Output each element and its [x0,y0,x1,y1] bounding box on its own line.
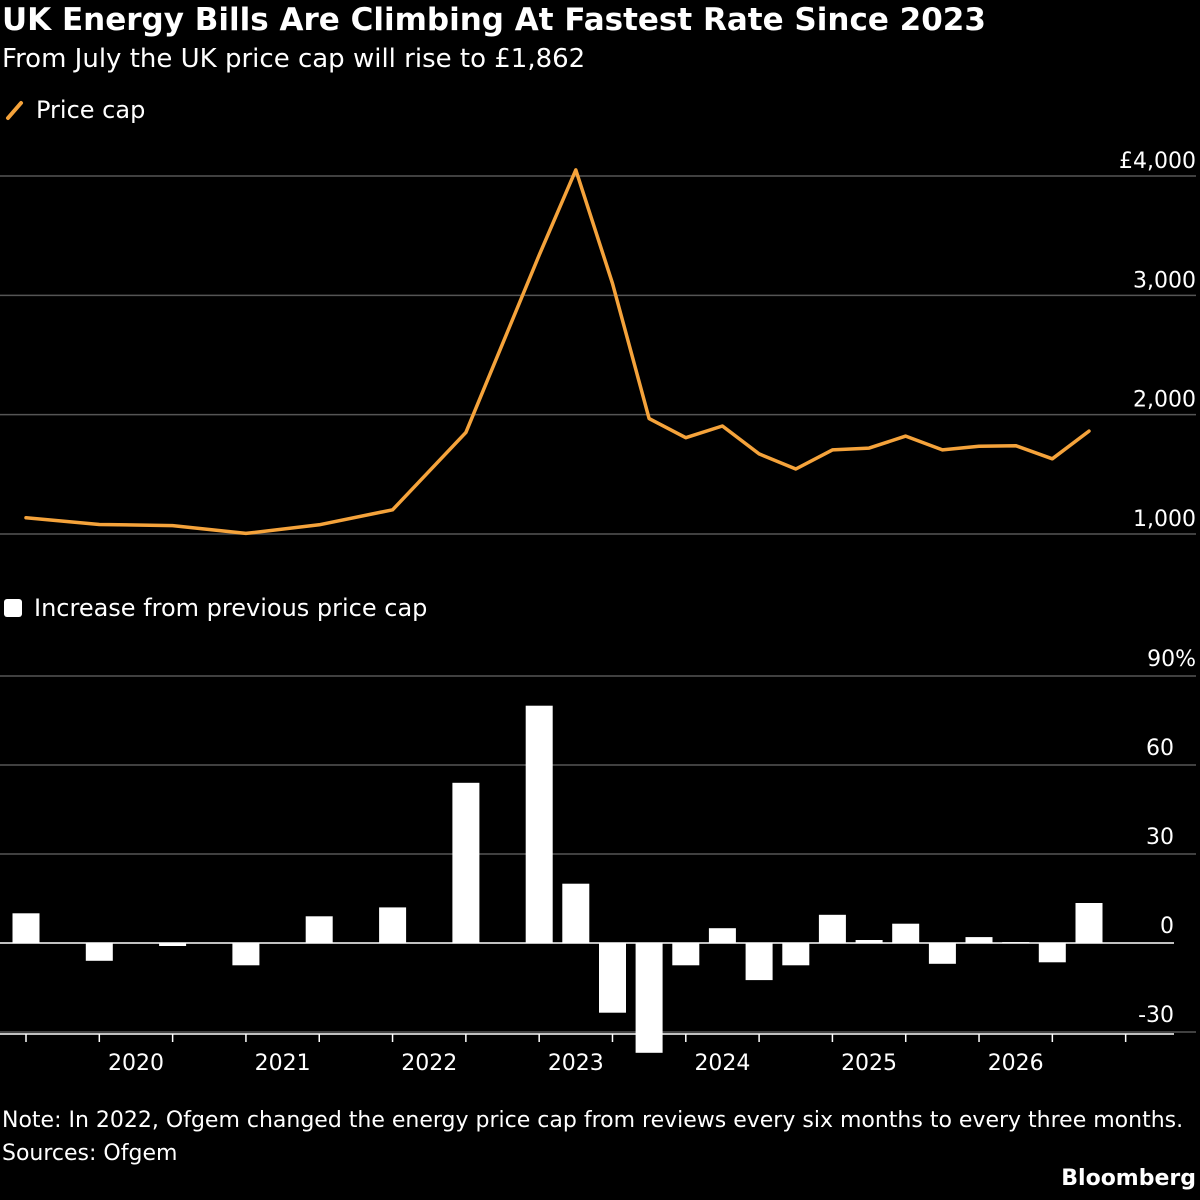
increase-bar [818,914,846,943]
legend-increase: Increase from previous price cap [4,594,427,622]
increase-bar [85,943,113,961]
increase-bar [305,916,333,943]
bar-y-tick-label: 30 [1146,825,1174,850]
note-text: Note: In 2022, Ofgem changed the energy … [2,1108,1184,1133]
increase-bar [892,923,920,943]
price-cap-line [24,168,1091,536]
increase-bar [708,928,736,943]
x-tick-label: 2020 [108,1051,164,1076]
increase-bar [599,943,626,1013]
line-y-tick-label: £4,000 [1119,149,1196,174]
x-tick-label: 2026 [988,1051,1044,1076]
increase-bar [159,943,187,946]
bar-y-tick-label: 0 [1160,914,1174,939]
increase-bar [928,943,956,964]
increase-bar [525,705,553,943]
increase-bar [379,907,407,943]
increase-bar [635,943,663,1053]
increase-bar [1038,943,1066,963]
increase-bar [965,937,993,943]
line-y-tick-label: 3,000 [1133,268,1196,293]
bar-y-tick-label: 60 [1146,736,1174,761]
x-tick-label: 2024 [694,1051,750,1076]
footnote: Note: In 2022, Ofgem changed the energy … [2,1104,1183,1170]
x-tick-label: 2023 [548,1051,604,1076]
bar-y-tick-label: -30 [1138,1003,1174,1028]
line-swatch-icon [6,101,23,120]
chart-title: UK Energy Bills Are Climbing At Fastest … [2,2,986,38]
legend-increase-label: Increase from previous price cap [34,594,428,622]
increase-bar [782,943,810,966]
x-tick-label: 2022 [401,1051,457,1076]
bloomberg-logo: Bloomberg [1061,1166,1196,1191]
legend-price-cap: Price cap [4,96,145,124]
sources-text: Sources: Ofgem [2,1141,178,1166]
increase-bar [1075,903,1103,943]
increase-bar [855,940,883,943]
increase-bar [232,943,260,966]
chart-subtitle: From July the UK price cap will rise to … [2,44,586,74]
increase-bar [12,913,40,943]
line-y-tick-label: 1,000 [1133,507,1196,532]
line-y-tick-label: 2,000 [1133,388,1196,413]
legend-price-cap-label: Price cap [36,96,146,124]
bar-swatch-icon [4,599,22,617]
bar-y-tick-label: 90% [1147,647,1196,672]
chart-canvas: 1,000 2,000 3,000 £4,000 -30 0 30 60 90% 2020 2021… [0,149,1196,1076]
increase-bar [452,782,480,943]
increase-bar [745,943,773,981]
x-tick-label: 2021 [255,1051,311,1076]
increase-bar [672,943,700,966]
x-tick-label: 2025 [841,1051,897,1076]
increase-bar [562,883,590,943]
